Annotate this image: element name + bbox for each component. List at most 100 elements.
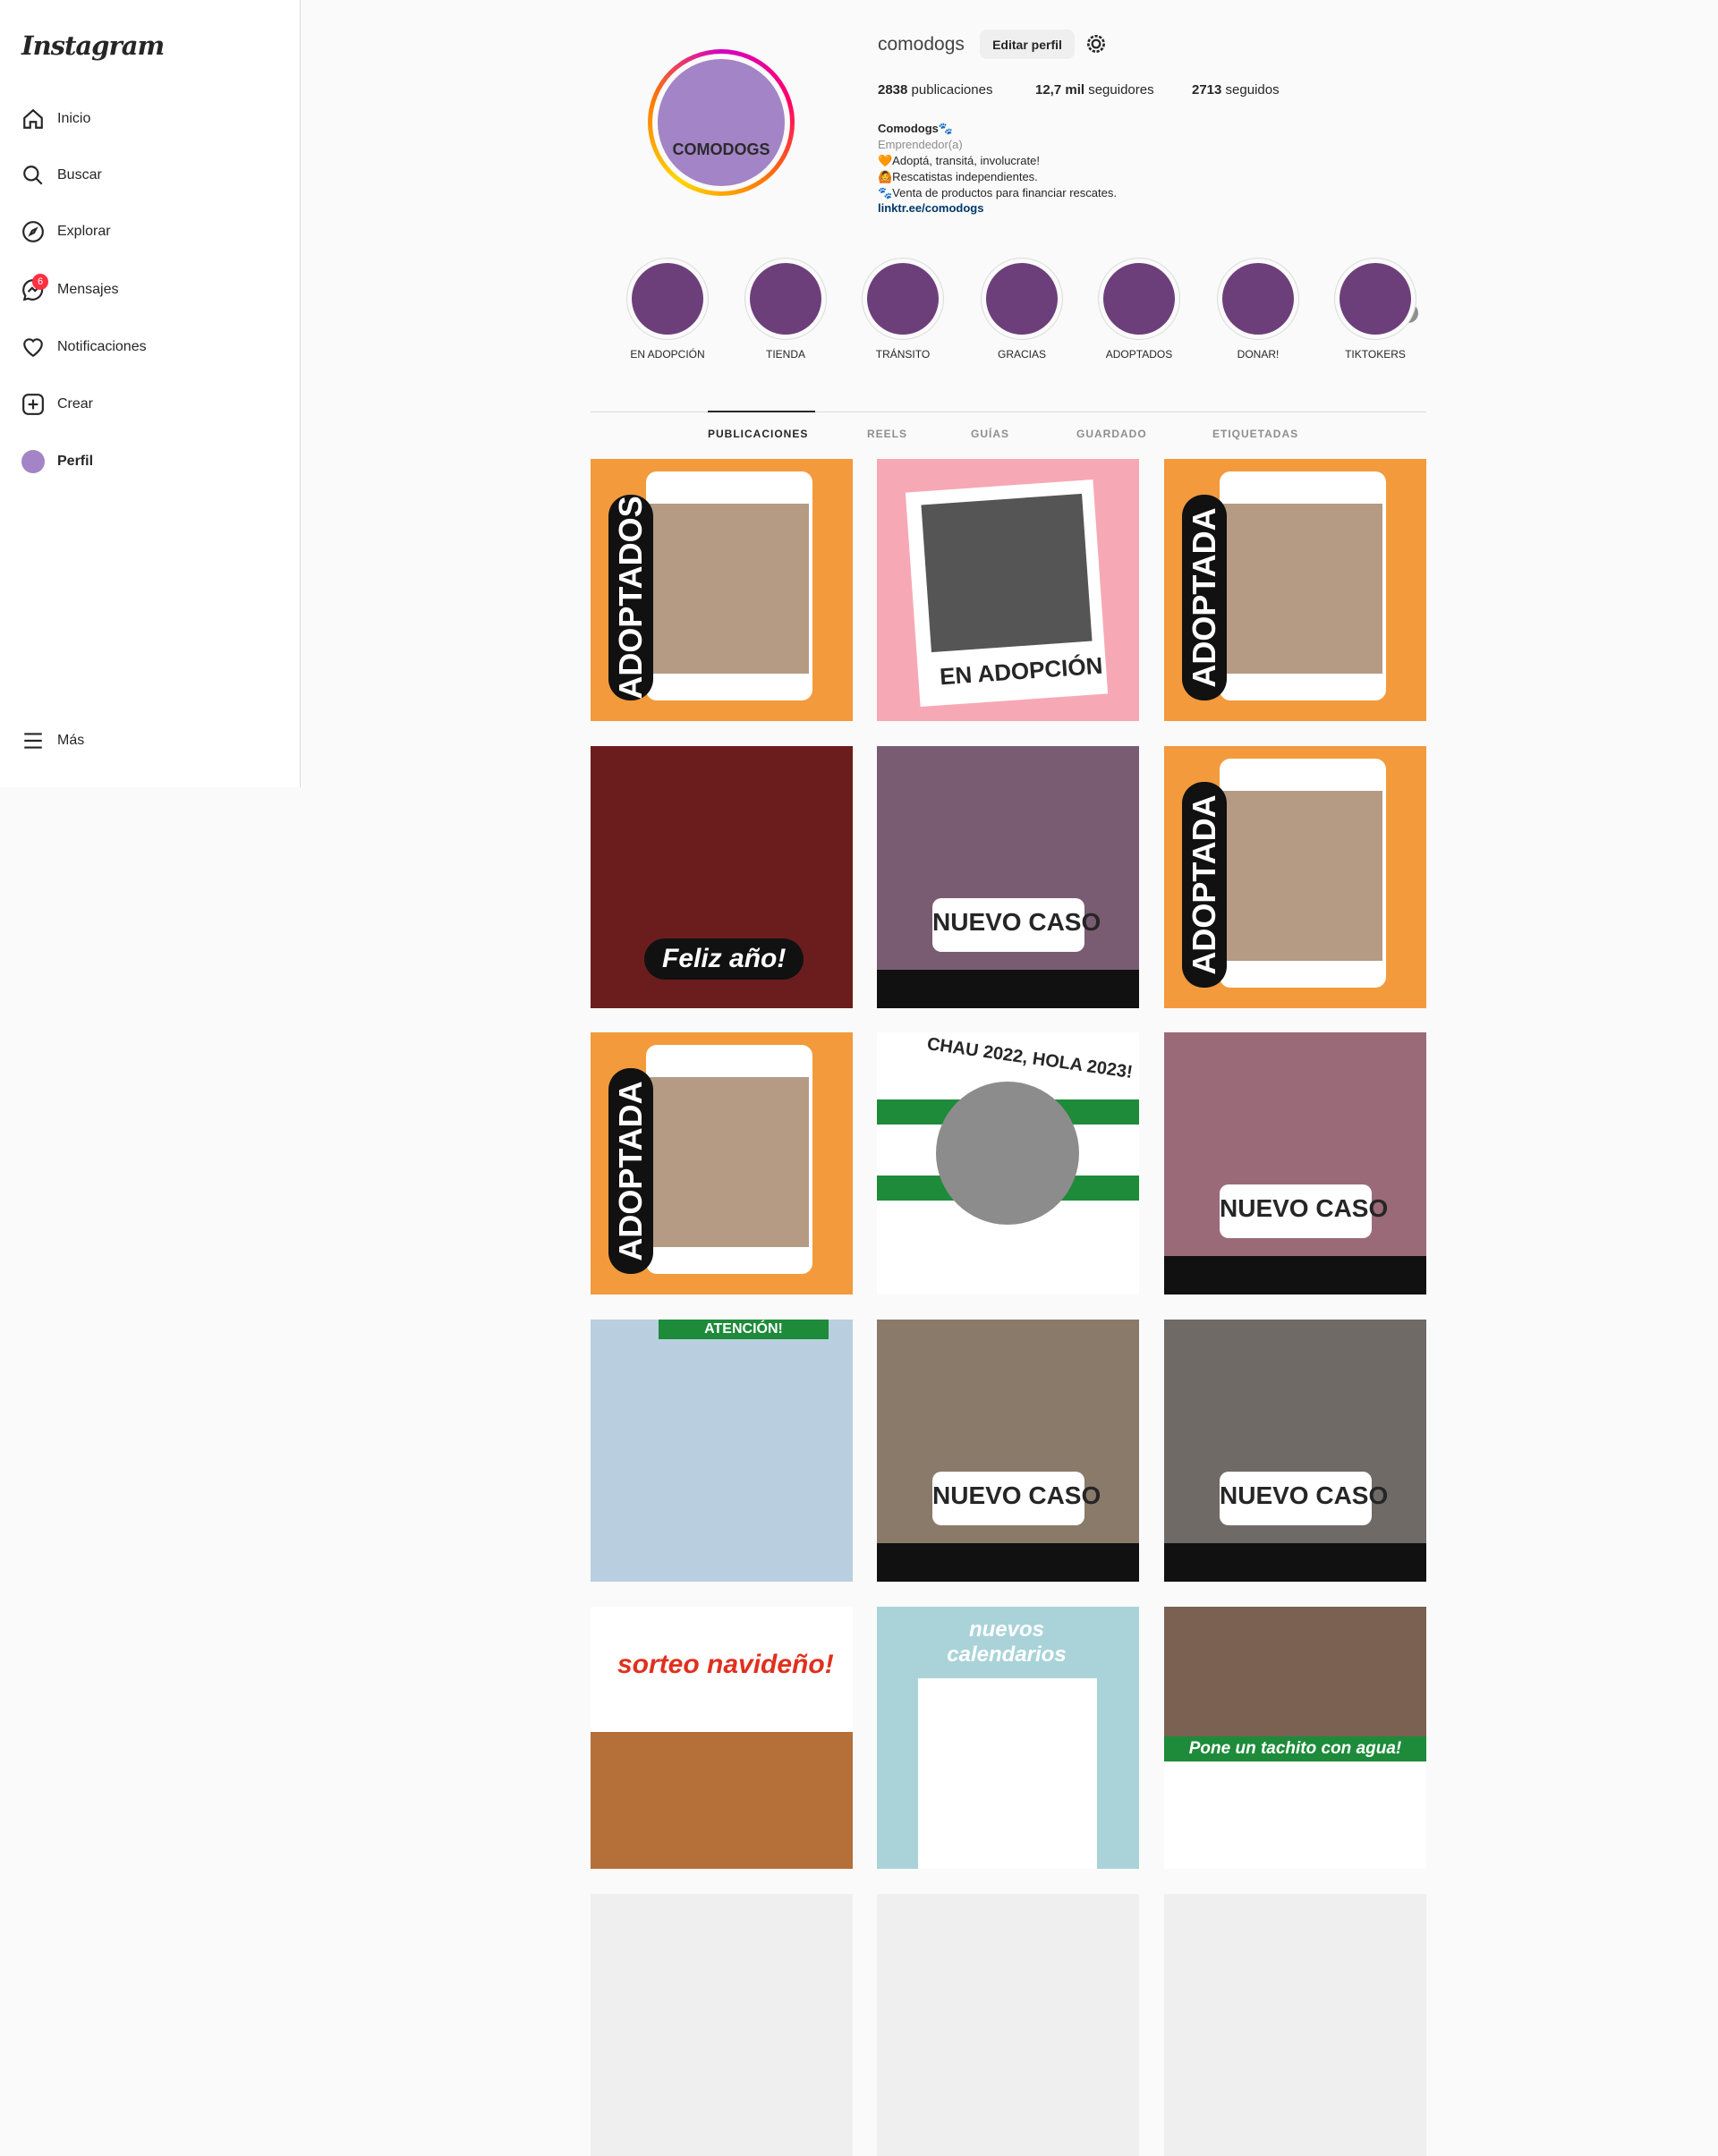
post-caption: ADOPTADA: [1182, 782, 1227, 988]
nav-home[interactable]: Inicio: [21, 101, 90, 137]
post[interactable]: ADOPTADA: [1164, 459, 1426, 721]
nav-more[interactable]: Más: [21, 723, 84, 759]
post-caption: Pone un tachito con agua!: [1164, 1736, 1426, 1761]
bio-line: 🐾Venta de productos para financiar resca…: [878, 186, 1117, 199]
page: comodogs *{box-sizing:border-box} body{m…: [0, 0, 1426, 2156]
post-caption: ADOPTADA: [1182, 495, 1227, 700]
bio-link[interactable]: linktr.ee/comodogs: [878, 201, 984, 215]
avatar[interactable]: COMODOGS: [658, 59, 785, 186]
post-photo: [591, 1732, 853, 1869]
post-band: [877, 1543, 1139, 1582]
settings-icon[interactable]: [1084, 32, 1108, 55]
highlight-image: [1222, 263, 1294, 335]
highlight[interactable]: [862, 258, 944, 340]
post[interactable]: ADOPTADA: [591, 1032, 853, 1294]
tab[interactable]: GUÍAS: [971, 428, 1010, 440]
nav-label: Notificaciones: [57, 339, 147, 354]
post[interactable]: sorteo navideño!: [591, 1607, 853, 1869]
stat-count: 12,7 mil: [1035, 82, 1085, 98]
tab[interactable]: PUBLICACIONES: [708, 428, 809, 440]
highlight-label: ADOPTADOS: [1105, 348, 1173, 361]
stat-count: 2838: [878, 82, 908, 98]
stat[interactable]: 2713 seguidos: [1192, 82, 1280, 98]
post[interactable]: Pone un tachito con agua!: [1164, 1607, 1426, 1869]
highlight[interactable]: [1098, 258, 1180, 340]
post-photo: [1164, 1607, 1426, 1736]
bio-line: 🧡Adoptá, transitá, involucrate!: [878, 154, 1040, 167]
post[interactable]: [1164, 1894, 1426, 2156]
highlight[interactable]: [626, 258, 709, 340]
nav-label: Más: [57, 733, 85, 748]
stat[interactable]: 12,7 mil seguidores: [1035, 82, 1154, 98]
highlight-image: [750, 263, 821, 335]
post-photo: [650, 504, 809, 674]
nav-profile[interactable]: Perfil: [21, 444, 93, 480]
stat[interactable]: 2838 publicaciones: [878, 82, 992, 98]
post[interactable]: NUEVO CASO: [877, 746, 1139, 1008]
bio-line: Comodogs🐾: [878, 122, 954, 135]
post-photo: [936, 1082, 1079, 1225]
tab[interactable]: REELS: [867, 428, 908, 440]
stat-label: seguidos: [1225, 82, 1280, 98]
post-caption: sorteo navideño!: [617, 1650, 834, 1679]
highlight[interactable]: [1217, 258, 1299, 340]
post[interactable]: EN ADOPCIÓN: [877, 459, 1139, 721]
post-photo: [650, 1077, 809, 1247]
post[interactable]: [877, 1894, 1139, 2156]
post-caption: NUEVO CASO: [932, 1472, 1101, 1525]
nav-label: Crear: [57, 396, 94, 412]
nav-create[interactable]: Crear: [21, 386, 93, 422]
tab[interactable]: ETIQUETADAS: [1212, 428, 1299, 440]
bio-line: 🙆Rescatistas independientes.: [878, 170, 1038, 183]
post-caption: NUEVO CASO: [932, 898, 1101, 952]
stat-label: seguidores: [1088, 82, 1154, 98]
post[interactable]: NUEVO CASO: [877, 1320, 1139, 1582]
highlight[interactable]: [981, 258, 1063, 340]
highlight-label: TIENDA: [765, 348, 805, 361]
post-caption: ADOPTADA: [608, 1068, 653, 1274]
nav-label: Explorar: [57, 224, 111, 239]
highlight-image: [1103, 263, 1175, 335]
stat-label: publicaciones: [911, 82, 993, 98]
post[interactable]: NUEVO CASO: [1164, 1032, 1426, 1294]
post[interactable]: NUEVO CASO: [1164, 1320, 1426, 1582]
post-caption: ATENCIÓN!: [659, 1320, 829, 1339]
highlight-label: TIKTOKERS: [1345, 348, 1406, 361]
post[interactable]: nuevos calendarios: [877, 1607, 1139, 1869]
post[interactable]: ATENCIÓN!: [591, 1320, 853, 1582]
nav-search[interactable]: Buscar: [21, 157, 102, 193]
nav-explore[interactable]: Explorar: [21, 214, 111, 250]
bio-line: Emprendedor(a): [878, 138, 963, 151]
post-caption: nuevos calendarios: [947, 1617, 1067, 1667]
nav-label: Inicio: [57, 111, 91, 126]
nav-notifications[interactable]: Notificaciones: [21, 329, 147, 365]
post[interactable]: CHAU 2022, HOLA 2023!: [877, 1032, 1139, 1294]
tab[interactable]: GUARDADO: [1076, 428, 1147, 440]
badge: 6: [32, 274, 48, 290]
post-caption: CHAU 2022, HOLA 2023!: [925, 1033, 1135, 1083]
highlight[interactable]: [1334, 258, 1416, 340]
stat-count: 2713: [1192, 82, 1222, 98]
edit-profile-button[interactable]: Editar perfil: [980, 30, 1075, 59]
highlight-label: DONAR!: [1237, 348, 1280, 361]
sidebar: Instagram Inicio Buscar Explorar Mensaje…: [0, 0, 301, 787]
nav-label: Mensajes: [57, 282, 119, 297]
post-caption: Feliz año!: [644, 938, 804, 980]
post-band: [877, 970, 1139, 1008]
highlight-image: [867, 263, 939, 335]
nav-label: Perfil: [57, 454, 94, 469]
post[interactable]: Feliz año!: [591, 746, 853, 1008]
post[interactable]: ADOPTADA: [1164, 746, 1426, 1008]
post-band: [1164, 1256, 1426, 1294]
post-calendar: [918, 1678, 1097, 1869]
highlight[interactable]: [744, 258, 827, 340]
post[interactable]: [591, 1894, 853, 2156]
highlight-image: [632, 263, 703, 335]
nav-label: Buscar: [57, 167, 102, 182]
post[interactable]: ADOPTADOS: [591, 459, 853, 721]
logo[interactable]: Instagram: [21, 30, 165, 61]
post-photo: [921, 493, 1093, 653]
post-caption: NUEVO CASO: [1220, 1472, 1388, 1525]
avatar-text: COMODOGS: [672, 140, 770, 158]
post-photo: [1223, 504, 1382, 674]
